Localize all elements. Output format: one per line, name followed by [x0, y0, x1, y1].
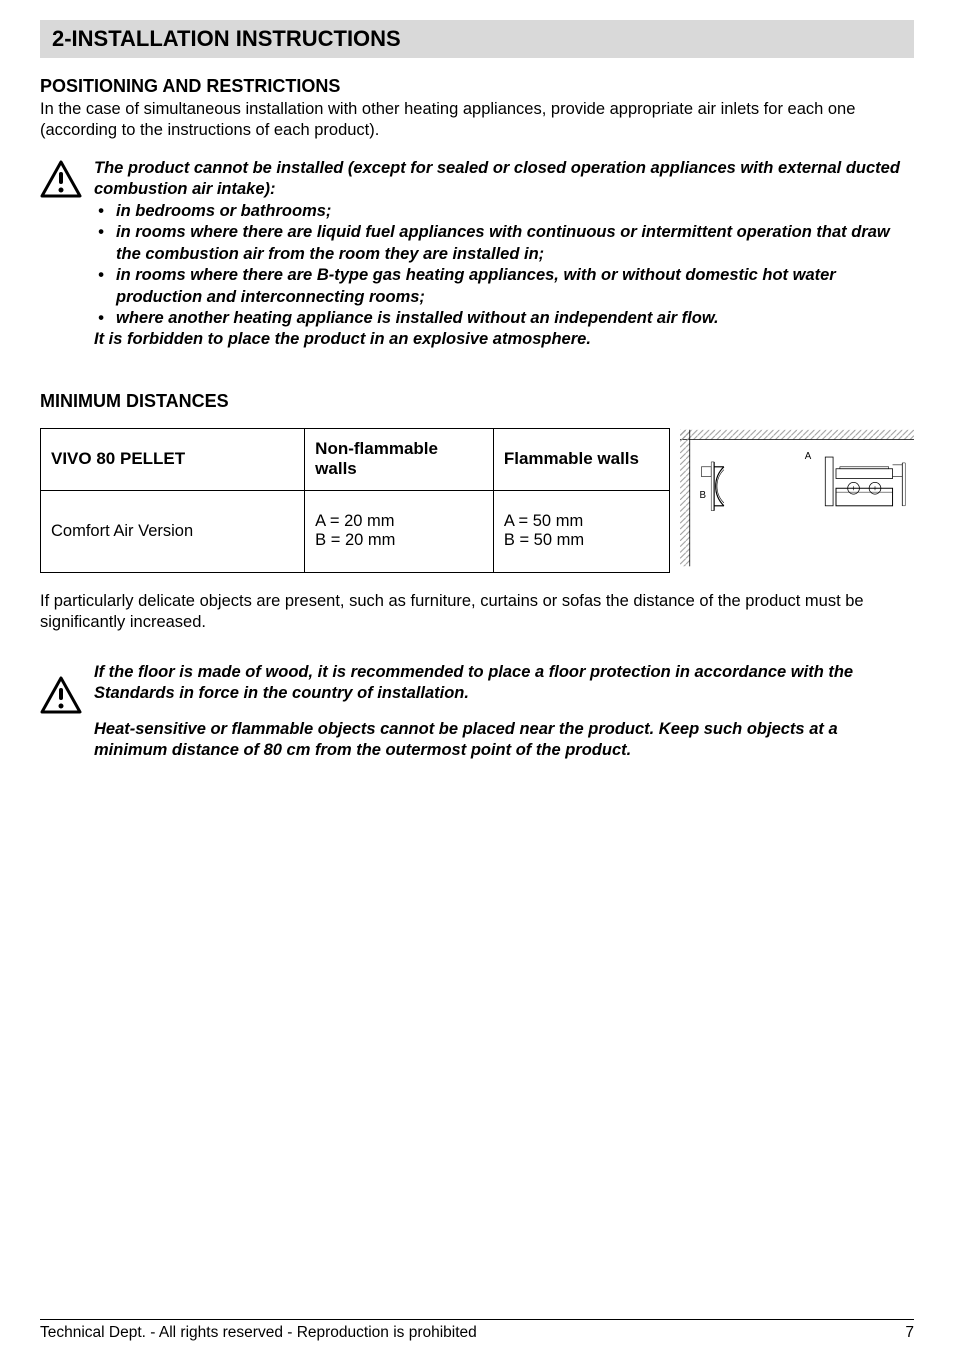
followup-text: If particularly delicate objects are pre…: [40, 591, 914, 634]
warning-intro-text: The product cannot be installed (except …: [94, 158, 914, 201]
value-a: A = 50 mm: [504, 512, 659, 531]
table-row: Comfort Air Version A = 20 mm B = 20 mm …: [41, 490, 670, 572]
page-footer: Technical Dept. - All rights reserved - …: [40, 1319, 914, 1342]
value-a: A = 20 mm: [315, 512, 483, 531]
warning-list-item: where another heating appliance is insta…: [116, 308, 914, 329]
distances-layout: VIVO 80 PELLET Non-flammable walls Flamm…: [40, 428, 914, 573]
diagram-label-b: B: [700, 490, 707, 501]
warning2-paragraph-1: If the floor is made of wood, it is reco…: [94, 662, 914, 705]
table-col1-header: VIVO 80 PELLET: [41, 428, 305, 490]
table-row-label: Comfort Air Version: [41, 490, 305, 572]
value-b: B = 50 mm: [504, 531, 659, 550]
warning-content: The product cannot be installed (except …: [94, 158, 914, 351]
warning-list-item: in rooms where there are liquid fuel app…: [116, 222, 914, 265]
table-header-row: VIVO 80 PELLET Non-flammable walls Flamm…: [41, 428, 670, 490]
warning-content: If the floor is made of wood, it is reco…: [94, 662, 914, 776]
warning-icon: [40, 160, 82, 198]
footer-left-text: Technical Dept. - All rights reserved - …: [40, 1324, 477, 1342]
warning2-paragraph-2: Heat-sensitive or flammable objects cann…: [94, 719, 914, 762]
table-cell-flammable: A = 50 mm B = 50 mm: [493, 490, 669, 572]
value-b: B = 20 mm: [315, 531, 483, 550]
minimum-distances-header: MINIMUM DISTANCES: [40, 391, 914, 412]
section-title: 2-INSTALLATION INSTRUCTIONS: [40, 20, 914, 58]
table-col3-header: Flammable walls: [493, 428, 669, 490]
positioning-body-text: In the case of simultaneous installation…: [40, 99, 914, 142]
warning-outro-text: It is forbidden to place the product in …: [94, 329, 914, 350]
warning-block-1: The product cannot be installed (except …: [40, 158, 914, 351]
warning-list-item: in bedrooms or bathrooms;: [116, 201, 914, 222]
warning-list-item: in rooms where there are B-type gas heat…: [116, 265, 914, 308]
distances-table: VIVO 80 PELLET Non-flammable walls Flamm…: [40, 428, 670, 573]
table-cell-nonflammable: A = 20 mm B = 20 mm: [305, 490, 494, 572]
footer-page-number: 7: [905, 1324, 914, 1342]
distances-diagram: A B: [680, 428, 914, 573]
diagram-label-a: A: [805, 451, 812, 462]
positioning-header: POSITIONING AND RESTRICTIONS: [40, 76, 914, 97]
warning-bullet-list: in bedrooms or bathrooms; in rooms where…: [94, 201, 914, 330]
table-col2-header: Non-flammable walls: [305, 428, 494, 490]
warning-block-2: If the floor is made of wood, it is reco…: [40, 662, 914, 776]
warning-icon: [40, 676, 82, 714]
